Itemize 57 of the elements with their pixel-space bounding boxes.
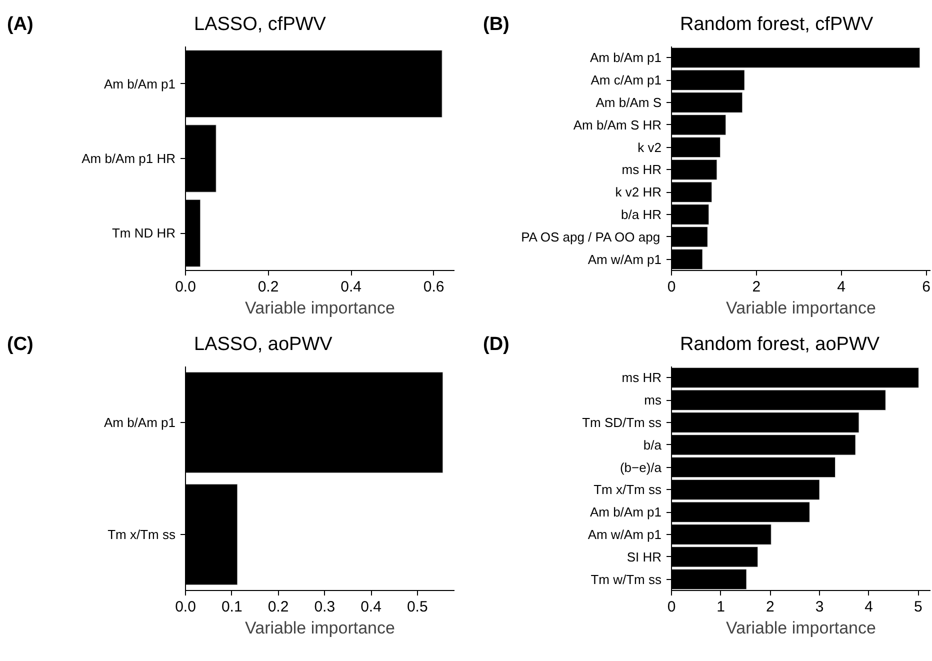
x-tick-label: 0.1: [221, 598, 242, 616]
x-tick-label: 0.0: [175, 598, 196, 616]
x-tick-label: 0: [667, 278, 676, 296]
y-tick-label: Am b/Am S: [596, 95, 662, 110]
x-tick-label: 0.3: [314, 598, 336, 616]
x-axis-title: Variable importance: [245, 618, 395, 638]
x-tick-label: 0.6: [423, 278, 444, 296]
y-tick-label: Am b/Am p1: [590, 504, 662, 520]
y-tick-label: Am b/Am S HR: [573, 117, 662, 132]
x-tick-label: 2: [752, 278, 761, 296]
x-tick-label: 5: [914, 598, 922, 616]
chart-title: Random forest, aoPWV: [680, 333, 880, 357]
y-tick-label: PA OS apg / PA OO apg: [521, 229, 660, 244]
text: (A): [7, 13, 34, 37]
y-tick-label: k v2 HR: [615, 184, 662, 200]
x-tick-label: 4: [837, 278, 846, 296]
y-tick-label: Am w/Am p1: [588, 527, 662, 542]
y-tick-label: b/a HR: [621, 207, 662, 222]
chart-title: LASSO, cfPWV: [194, 13, 326, 37]
chart-title: Random forest, cfPWV: [680, 13, 874, 37]
y-tick-label: Tm x/Tm ss: [108, 527, 176, 542]
x-tick-label: 0.2: [258, 278, 279, 296]
y-tick-label: ms: [644, 392, 662, 408]
y-tick-label: Tm x/Tm ss: [594, 482, 662, 498]
y-tick-label: Am b/Am p1: [590, 50, 662, 66]
text: (D): [483, 333, 510, 357]
y-tick-label: Am b/Am p1 HR: [82, 151, 176, 166]
y-tick-label: Tm SD/Tm ss: [582, 415, 662, 430]
chart-title: LASSO, aoPWV: [194, 333, 332, 357]
y-tick-label: Am w/Am p1: [588, 252, 662, 267]
x-axis-title: Variable importance: [726, 618, 876, 638]
text: (B): [483, 13, 510, 37]
y-tick-label: Am b/Am p1: [104, 415, 176, 430]
x-tick-label: 0.0: [175, 278, 196, 296]
x-tick-label: 2: [766, 598, 774, 616]
y-tick-label: SI HR: [626, 549, 662, 564]
x-tick-label: 4: [864, 598, 874, 616]
x-tick-label: 0: [667, 598, 676, 616]
x-tick-label: 0.4: [360, 598, 382, 616]
y-tick-label: ms HR: [622, 162, 662, 178]
x-tick-label: 3: [815, 598, 824, 616]
y-tick-label: Am c/Am p1: [590, 72, 662, 88]
y-tick-label: Am b/Am p1: [104, 76, 176, 92]
x-axis-title: Variable importance: [726, 298, 876, 318]
x-tick-label: 0.5: [406, 598, 428, 616]
y-tick-label: k v2: [638, 140, 662, 155]
text: (C): [7, 333, 34, 357]
y-tick-label: b/a: [643, 437, 662, 452]
y-tick-label: (b−e)/a: [620, 460, 662, 475]
x-tick-label: 0.4: [340, 278, 362, 296]
x-tick-label: 6: [922, 278, 930, 296]
y-tick-label: ms HR: [622, 370, 662, 386]
y-tick-label: Tm ND HR: [112, 226, 176, 241]
x-tick-label: 0.2: [268, 598, 289, 616]
y-tick-label: Tm w/Tm ss: [590, 572, 662, 587]
x-axis-title: Variable importance: [245, 298, 395, 318]
x-tick-label: 1: [716, 598, 726, 616]
